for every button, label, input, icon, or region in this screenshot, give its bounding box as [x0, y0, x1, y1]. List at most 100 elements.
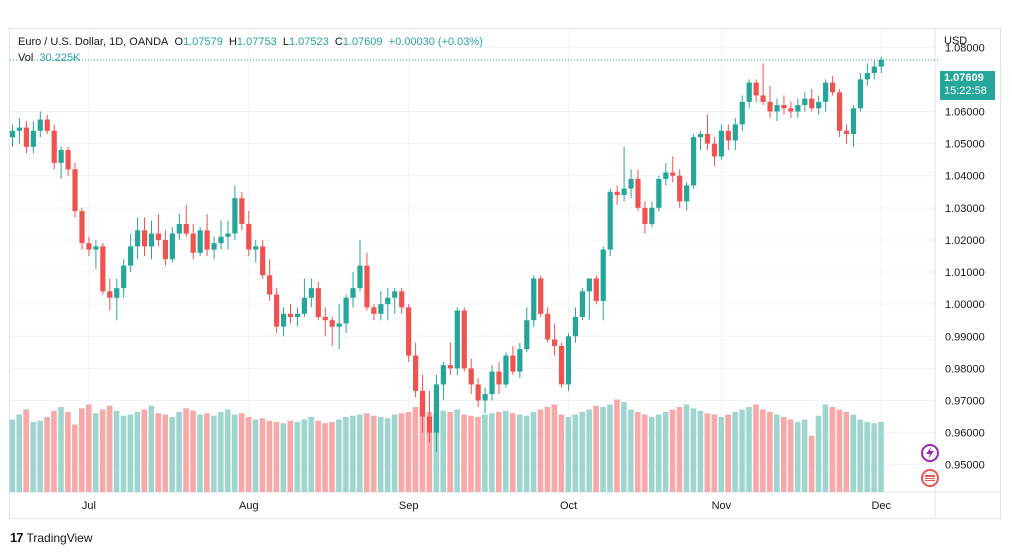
volume-bar	[878, 422, 884, 492]
volume-bar	[72, 424, 78, 492]
time-tick-label: Jul	[82, 500, 96, 512]
volume-bar	[857, 419, 863, 492]
candle-body	[315, 288, 321, 318]
tradingview-logo[interactable]: 17 TradingView	[10, 530, 93, 545]
candle-body	[746, 82, 752, 102]
candle-body	[677, 175, 683, 202]
ohlc-legend: Euro / U.S. Dollar, 1D, OANDA O1.07579 H…	[18, 36, 483, 48]
volume-bar	[871, 423, 877, 492]
tradingview-logo-text: TradingView	[26, 530, 93, 545]
candle	[454, 307, 460, 375]
candle	[670, 156, 676, 183]
candle	[649, 201, 655, 228]
price-tick-label: 0.98000	[945, 363, 985, 375]
candle	[697, 130, 704, 151]
volume-bar	[92, 413, 99, 492]
volume-bar	[9, 419, 16, 492]
candle-body	[16, 127, 23, 131]
candle	[433, 374, 440, 452]
volume-bar	[245, 417, 252, 492]
candle	[135, 217, 141, 260]
candle-body	[857, 79, 863, 109]
volume-bar	[537, 409, 544, 492]
open-label: O	[174, 36, 184, 48]
candle	[774, 98, 780, 122]
volume-bar	[398, 413, 405, 492]
candle-body	[878, 59, 884, 67]
candle-body	[274, 294, 280, 327]
volume-bar	[252, 419, 259, 492]
volume-bar	[468, 415, 474, 492]
volume-bar	[753, 404, 759, 492]
calendar-icon[interactable]	[921, 469, 939, 487]
price-tick-label: 0.97000	[945, 395, 985, 407]
candle	[232, 185, 238, 240]
volume-bar	[794, 422, 801, 492]
volume-bar	[266, 420, 273, 492]
volume-bar	[572, 414, 579, 492]
candle	[322, 307, 328, 337]
candle	[239, 191, 245, 231]
candle	[447, 342, 453, 375]
currency-label[interactable]: USD	[944, 35, 968, 47]
candle	[552, 323, 558, 356]
candle	[823, 79, 829, 112]
volume-bar	[141, 409, 148, 492]
volume-bar	[544, 407, 551, 492]
candle-body	[364, 265, 370, 308]
volume-bar	[280, 423, 287, 492]
volume-bar	[169, 417, 175, 492]
price-tick-label: 1.08000	[945, 42, 985, 54]
volume-bar	[600, 407, 606, 492]
symbol-title[interactable]: Euro / U.S. Dollar, 1D, OANDA	[18, 36, 169, 48]
volume-bar	[391, 414, 398, 492]
volume-bar	[808, 435, 815, 492]
candle	[760, 63, 766, 106]
volume-bar	[329, 422, 335, 492]
candle-body	[552, 339, 558, 346]
candle	[79, 207, 85, 250]
volume-bar	[739, 409, 745, 492]
time-tick-label: Nov	[712, 500, 732, 512]
candle	[489, 365, 495, 401]
candle	[607, 188, 613, 257]
candle	[260, 239, 266, 279]
volume-bar	[183, 408, 189, 492]
volume-bar	[628, 409, 634, 492]
candle	[399, 288, 405, 314]
candle-body	[711, 143, 718, 157]
candle-body	[183, 223, 189, 234]
last-price-value: 1.07609	[944, 72, 984, 84]
candle	[308, 278, 314, 308]
time-axis-labels: JulAugSepOctNovDec2023	[82, 500, 892, 512]
lightning-icon[interactable]	[921, 444, 939, 462]
volume-bar	[475, 417, 481, 492]
volume-bar	[454, 409, 460, 492]
volume-bar	[523, 415, 530, 492]
candle	[642, 201, 648, 234]
candle-body	[558, 345, 565, 385]
candle	[9, 124, 16, 147]
candle	[802, 92, 808, 112]
candle	[565, 333, 572, 391]
volume-bar	[197, 414, 203, 492]
volume-bar	[204, 413, 210, 492]
candle-body	[718, 130, 724, 157]
candle-body	[830, 82, 836, 93]
volume-bar	[370, 415, 377, 492]
candle-body	[169, 233, 175, 260]
candle	[378, 291, 384, 321]
candle-body	[663, 172, 669, 179]
candle-body	[461, 310, 467, 369]
volume-bar	[711, 414, 718, 492]
candle	[65, 146, 71, 176]
candle	[746, 79, 752, 109]
candle-body	[635, 178, 641, 208]
volume-bar	[134, 412, 141, 492]
volume-bar	[669, 409, 676, 492]
candle	[621, 146, 627, 202]
volume-bar	[593, 405, 599, 492]
candle-body	[482, 394, 488, 401]
high-value: 1.07753	[236, 36, 277, 48]
